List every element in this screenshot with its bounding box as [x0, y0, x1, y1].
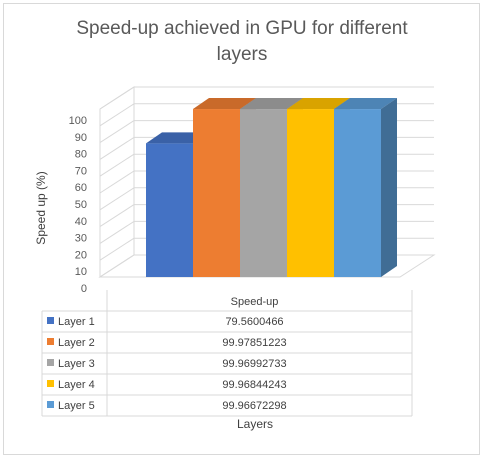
gridline-side	[99, 86, 135, 110]
series-value: 99.96844243	[222, 379, 286, 391]
series-value: 99.96672298	[222, 400, 286, 412]
gridline-side	[99, 136, 135, 160]
table-row: Layer 3 99.96992733	[42, 358, 412, 375]
gridline-side	[99, 120, 135, 144]
data-table: Speed-up Layer 1 79.5600466 Layer 2 99.97851…	[41, 290, 413, 417]
gridline-side	[99, 220, 135, 244]
series-value: 79.5600466	[225, 316, 283, 328]
y-tick-label: 90	[75, 132, 87, 144]
gridline-side	[99, 204, 135, 228]
speedup-chart: Speed-up achieved in GPU for different l…	[34, 18, 436, 431]
table-row: Layer 5 99.96672298	[42, 400, 412, 417]
table-row: Layer 2 99.97851223	[42, 337, 412, 354]
bar-layer-5	[334, 98, 397, 277]
gridline-side	[99, 170, 135, 194]
series-value: 99.97851223	[222, 337, 286, 349]
y-tick-label: 80	[75, 149, 87, 161]
series-name: Layer 1	[58, 316, 95, 328]
gridline-side	[99, 153, 135, 177]
y-tick-label: 60	[75, 182, 87, 194]
y-tick-label: 100	[69, 115, 87, 127]
gridline-side	[99, 237, 135, 261]
y-tick-label: 50	[75, 199, 87, 211]
x-axis-label: Layers	[237, 417, 273, 431]
series-name: Layer 5	[58, 400, 95, 412]
y-tick-label: 0	[81, 283, 87, 295]
table-row: Layer 1 79.5600466	[42, 316, 412, 333]
gridline-side	[99, 254, 135, 278]
legend-key	[47, 338, 54, 345]
legend-key	[47, 317, 54, 324]
chart-title-line-2: layers	[217, 44, 268, 65]
chart-area: Speed-up achieved in GPU for different l…	[3, 3, 480, 455]
y-tick-label: 70	[75, 165, 87, 177]
legend-key	[47, 401, 54, 408]
gridline-side	[99, 187, 135, 211]
bars	[146, 98, 397, 278]
series-value: 99.96992733	[222, 358, 286, 370]
legend-key	[47, 380, 54, 387]
table-header-category: Speed-up	[231, 296, 279, 308]
y-axis-label: Speed up (%)	[34, 171, 48, 244]
chart-title-line-1: Speed-up achieved in GPU for different	[76, 18, 408, 39]
series-name: Layer 2	[58, 337, 95, 349]
series-name: Layer 4	[58, 379, 95, 391]
series-name: Layer 3	[58, 358, 95, 370]
legend-key	[47, 359, 54, 366]
gridline-side	[99, 103, 135, 127]
y-tick-label: 10	[75, 266, 87, 278]
y-tick-label: 20	[75, 249, 87, 261]
y-tick-labels: 0 10 20 30 40 50 60 70 80 90 100	[69, 115, 87, 295]
table-row: Layer 4 99.96844243	[42, 379, 412, 396]
y-tick-label: 30	[75, 233, 87, 245]
y-tick-label: 40	[75, 216, 87, 228]
